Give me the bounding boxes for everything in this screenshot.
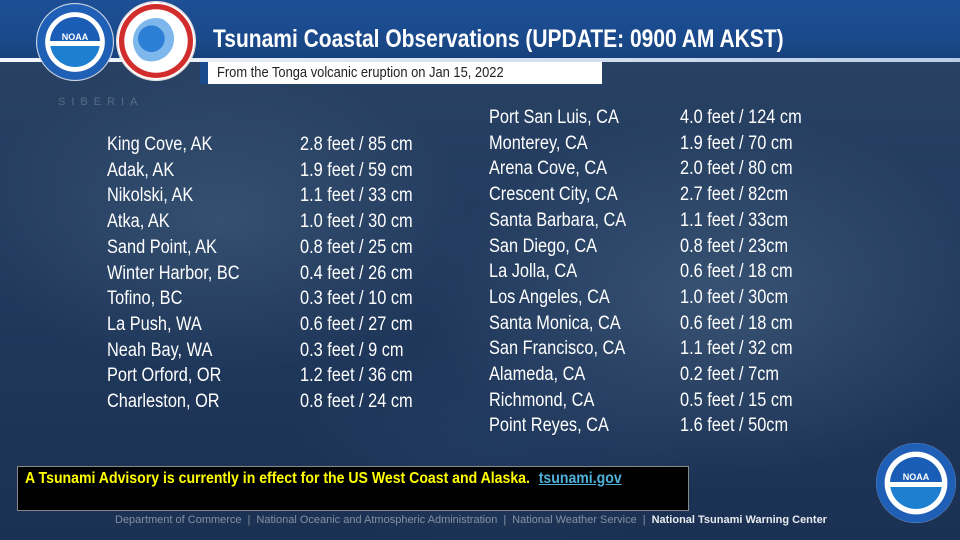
observation-value: 1.1 feet / 33cm bbox=[680, 209, 789, 231]
observation-location: Port San Luis, CA bbox=[489, 107, 619, 128]
footer-item-ntwc: National Tsunami Warning Center bbox=[651, 514, 827, 526]
observation-value: 0.2 feet / 7cm bbox=[680, 364, 780, 385]
observation-location: King Cove, AK bbox=[107, 134, 213, 155]
observation-location: Atka, AK bbox=[107, 211, 170, 233]
noaa-logo-footer-text: NOAA bbox=[902, 472, 930, 482]
observation-value: 1.1 feet / 33 cm bbox=[300, 185, 413, 207]
footer-separator: | bbox=[247, 514, 251, 526]
observation-location: La Push, WA bbox=[107, 313, 202, 335]
observation-value: 0.6 feet / 18 cm bbox=[680, 261, 793, 283]
observation-location: Winter Harbor, BC bbox=[107, 262, 240, 284]
observation-value: 1.6 feet / 50cm bbox=[680, 415, 789, 437]
observation-value: 1.9 feet / 59 cm bbox=[300, 159, 413, 181]
observation-value: 0.8 feet / 24 cm bbox=[300, 391, 413, 412]
page-subtitle: From the Tonga volcanic eruption on Jan … bbox=[217, 64, 504, 81]
observation-location: San Diego, CA bbox=[489, 235, 598, 257]
observation-value: 1.2 feet / 36 cm bbox=[300, 365, 413, 387]
observation-value: 2.7 feet / 82cm bbox=[680, 184, 789, 206]
map-label: SIBERIA bbox=[58, 96, 144, 108]
observation-value: 0.6 feet / 27 cm bbox=[300, 313, 413, 335]
footer-item-noaa: National Oceanic and Atmospheric Adminis… bbox=[256, 514, 498, 526]
observation-value: 0.6 feet / 18 cm bbox=[680, 312, 793, 334]
observation-location: Sand Point, AK bbox=[107, 236, 217, 258]
observation-location: Santa Barbara, CA bbox=[489, 209, 627, 231]
footer-separator: | bbox=[642, 514, 646, 526]
observation-location: Neah Bay, WA bbox=[107, 339, 213, 361]
noaa-logo: NOAA bbox=[37, 4, 113, 80]
observation-location: Adak, AK bbox=[107, 159, 175, 181]
observation-value: 2.8 feet / 85 cm bbox=[300, 134, 413, 155]
subtitle-box: From the Tonga volcanic eruption on Jan … bbox=[200, 62, 602, 84]
observation-value: 0.8 feet / 23cm bbox=[680, 235, 789, 257]
observation-value: 1.0 feet / 30cm bbox=[680, 286, 789, 308]
observation-location: Crescent City, CA bbox=[489, 184, 618, 206]
observation-value: 1.0 feet / 30 cm bbox=[300, 211, 413, 233]
observation-location: La Jolla, CA bbox=[489, 261, 578, 283]
observation-location: Tofino, BC bbox=[107, 288, 183, 310]
footer-separator: | bbox=[503, 514, 507, 526]
observation-value: 0.8 feet / 25 cm bbox=[300, 236, 413, 258]
advisory-message: A Tsunami Advisory is currently in effec… bbox=[25, 470, 530, 487]
observation-location: Port Orford, OR bbox=[107, 365, 222, 387]
footer: Department of Commerce | National Oceanic … bbox=[115, 514, 827, 526]
observation-location: Nikolski, AK bbox=[107, 185, 194, 207]
observation-location: Santa Monica, CA bbox=[489, 312, 621, 334]
nws-logo bbox=[117, 2, 195, 80]
observation-location: San Francisco, CA bbox=[489, 338, 626, 360]
observation-value: 1.1 feet / 32 cm bbox=[680, 338, 793, 360]
observation-location: Arena Cove, CA bbox=[489, 158, 608, 180]
observation-location: Richmond, CA bbox=[489, 389, 595, 411]
observation-value: 0.4 feet / 26 cm bbox=[300, 262, 413, 284]
tsunami-gov-link[interactable]: tsunami.gov bbox=[538, 470, 622, 487]
observation-value: 0.3 feet / 10 cm bbox=[300, 288, 413, 310]
observation-location: Los Angeles, CA bbox=[489, 286, 610, 308]
footer-item-commerce: Department of Commerce bbox=[115, 514, 242, 526]
observation-value: 2.0 feet / 80 cm bbox=[680, 158, 793, 180]
observation-value: 4.0 feet / 124 cm bbox=[680, 107, 802, 128]
noaa-logo-footer: NOAA bbox=[876, 443, 956, 523]
observation-location: Charleston, OR bbox=[107, 391, 220, 412]
observation-value: 1.9 feet / 70 cm bbox=[680, 132, 793, 154]
noaa-logo-text: NOAA bbox=[61, 32, 89, 42]
advisory-text-line: A Tsunami Advisory is currently in effec… bbox=[25, 470, 622, 488]
page-title: Tsunami Coastal Observations (UPDATE: 09… bbox=[213, 25, 784, 53]
observation-value: 0.3 feet / 9 cm bbox=[300, 339, 404, 361]
advisory-banner: A Tsunami Advisory is currently in effec… bbox=[17, 466, 689, 511]
observation-location: Point Reyes, CA bbox=[489, 415, 609, 437]
observation-value: 0.5 feet / 15 cm bbox=[680, 389, 793, 411]
observation-location: Alameda, CA bbox=[489, 364, 586, 385]
footer-item-nws: National Weather Service bbox=[512, 514, 637, 526]
observation-location: Monterey, CA bbox=[489, 132, 588, 154]
